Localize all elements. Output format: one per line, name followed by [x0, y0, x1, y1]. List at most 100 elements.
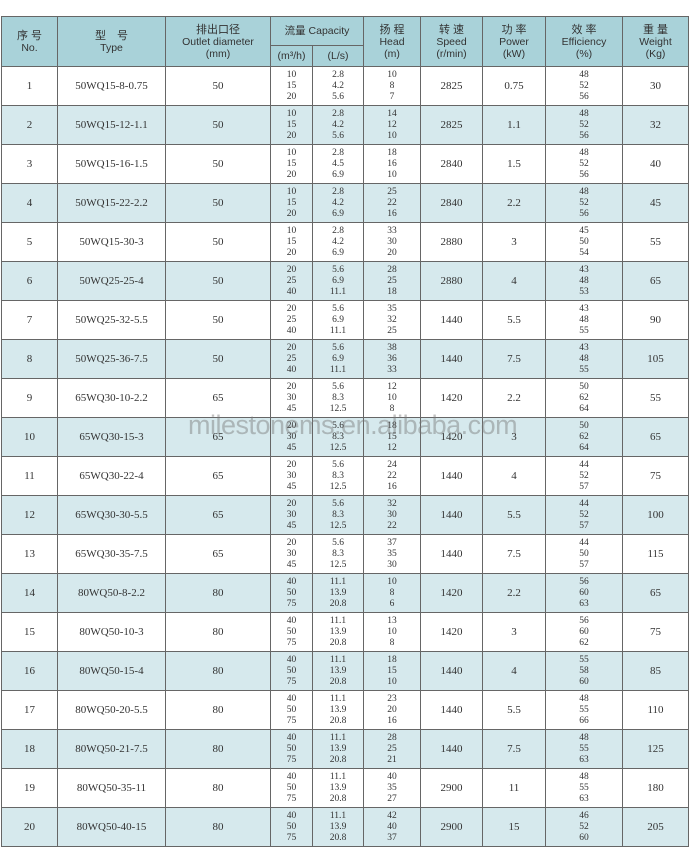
cell-efficiency-value: 52: [579, 119, 589, 130]
cell-flow-m3h-value: 25: [286, 275, 297, 286]
cell-efficiency: 44 52 57: [545, 456, 623, 496]
cell-flow-m3h-value: 40: [286, 654, 297, 665]
cell-flow-m3h-value: 50: [286, 821, 297, 832]
cell-efficiency-value: 53: [579, 286, 589, 297]
table-row: 14 80WQ50-8-2.2 80 40 50 75 11.1 13.9 20.8 10 8 6 14…: [1, 573, 689, 613]
cell-power: 5.5: [482, 690, 546, 730]
cell-efficiency-value: 43: [579, 264, 589, 275]
cell-flow-ls-value: 5.6: [332, 498, 344, 509]
cell-type: 50WQ15-8-0.75: [57, 66, 166, 106]
cell-flow-ls-value: 11.1: [329, 771, 347, 782]
cell-flow-ls-value: 11.1: [329, 732, 347, 743]
cell-type: 65WQ30-30-5.5: [57, 495, 166, 535]
table-row: 4 50WQ15-22-2.2 50 10 15 20 2.8 4.2 6.9 25 22 16 284…: [1, 183, 689, 223]
cell-head-value: 32: [387, 498, 397, 509]
cell-speed: 2840: [420, 144, 483, 184]
cell-flow-m3h-value: 45: [286, 403, 297, 414]
cell-no: 20: [1, 807, 58, 847]
cell-efficiency: 50 62 64: [545, 417, 623, 457]
cell-head-value: 20: [387, 704, 397, 715]
cell-power: 1.1: [482, 105, 546, 145]
cell-power: 2.2: [482, 378, 546, 418]
cell-no: 18: [1, 729, 58, 769]
cell-flow-m3h: 40 50 75: [270, 651, 313, 691]
cell-no: 13: [1, 534, 58, 574]
cell-flow-m3h-value: 75: [286, 598, 297, 609]
cell-flow-m3h-value: 40: [286, 693, 297, 704]
cell-efficiency-value: 48: [579, 771, 589, 782]
cell-efficiency: 44 52 57: [545, 495, 623, 535]
cell-flow-m3h-value: 75: [286, 793, 297, 804]
cell-speed: 1440: [420, 495, 483, 535]
cell-flow-ls: 5.6 6.9 11.1: [312, 261, 364, 301]
cell-outlet: 50: [165, 339, 271, 379]
cell-flow-m3h-value: 20: [286, 303, 297, 314]
cell-head: 38 36 33: [363, 339, 421, 379]
cell-no: 19: [1, 768, 58, 808]
cell-flow-m3h-value: 40: [286, 732, 297, 743]
cell-efficiency-value: 55: [579, 743, 589, 754]
cell-head: 10 8 6: [363, 573, 421, 613]
cell-efficiency-value: 63: [579, 793, 589, 804]
cell-efficiency: 55 58 60: [545, 651, 623, 691]
table-row: 18 80WQ50-21-7.5 80 40 50 75 11.1 13.9 20.8 28 25 2…: [1, 729, 689, 769]
cell-head: 42 40 37: [363, 807, 421, 847]
cell-speed: 2900: [420, 768, 483, 808]
cell-flow-ls-value: 8.3: [332, 509, 344, 520]
cell-efficiency-value: 58: [579, 665, 589, 676]
cell-weight: 40: [622, 144, 689, 184]
cell-head-value: 28: [387, 264, 397, 275]
cell-flow-m3h-value: 40: [286, 576, 297, 587]
cell-efficiency-value: 60: [579, 676, 589, 687]
cell-flow-m3h-value: 25: [286, 314, 297, 325]
table-row: 13 65WQ30-35-7.5 65 20 30 45 5.6 8.3 12.5 37 35 30 1…: [1, 534, 689, 574]
cell-efficiency-value: 60: [579, 832, 589, 843]
cell-flow-ls: 5.6 8.3 12.5: [312, 378, 364, 418]
cell-flow-ls-value: 12.5: [329, 481, 347, 492]
cell-head-value: 10: [387, 676, 397, 687]
header-speed: 转 速 Speed (r/min): [420, 16, 483, 67]
header-outlet: 排出口径 Outlet diameter (mm): [165, 16, 271, 67]
cell-head-value: 12: [387, 119, 397, 130]
cell-no: 16: [1, 651, 58, 691]
cell-head-value: 30: [387, 509, 397, 520]
cell-head-value: 20: [387, 247, 397, 258]
cell-flow-m3h-value: 20: [286, 537, 297, 548]
cell-flow-m3h-value: 10: [286, 69, 297, 80]
table-row: 9 65WQ30-10-2.2 65 20 30 45 5.6 8.3 12.5 12 10 8 142…: [1, 378, 689, 418]
cell-head-value: 37: [387, 537, 397, 548]
cell-head: 12 10 8: [363, 378, 421, 418]
cell-flow-m3h: 40 50 75: [270, 768, 313, 808]
cell-outlet: 50: [165, 261, 271, 301]
cell-efficiency-value: 52: [579, 509, 589, 520]
table-row: 5 50WQ15-30-3 50 10 15 20 2.8 4.2 6.9 33 30 20 2880 3…: [1, 222, 689, 262]
cell-type: 50WQ15-16-1.5: [57, 144, 166, 184]
cell-flow-m3h-value: 50: [286, 626, 297, 637]
cell-flow-m3h: 40 50 75: [270, 729, 313, 769]
cell-efficiency-value: 56: [579, 208, 589, 219]
cell-efficiency-value: 66: [579, 715, 589, 726]
cell-speed: 1440: [420, 339, 483, 379]
cell-flow-m3h-value: 75: [286, 832, 297, 843]
cell-efficiency-value: 56: [579, 91, 589, 102]
cell-head-value: 16: [387, 481, 397, 492]
cell-head-value: 15: [387, 665, 397, 676]
cell-efficiency-value: 48: [579, 147, 589, 158]
cell-flow-ls: 5.6 8.3 12.5: [312, 417, 364, 457]
cell-no: 1: [1, 66, 58, 106]
cell-flow-m3h-value: 10: [286, 108, 297, 119]
cell-flow-m3h: 20 30 45: [270, 495, 313, 535]
table-row: 3 50WQ15-16-1.5 50 10 15 20 2.8 4.5 6.9 18 16 10 284…: [1, 144, 689, 184]
cell-efficiency: 48 55 63: [545, 768, 623, 808]
cell-efficiency-value: 62: [579, 431, 589, 442]
cell-flow-m3h: 20 25 40: [270, 339, 313, 379]
cell-outlet: 65: [165, 417, 271, 457]
cell-efficiency-value: 52: [579, 821, 589, 832]
cell-flow-m3h: 10 15 20: [270, 183, 313, 223]
cell-outlet: 50: [165, 300, 271, 340]
cell-efficiency-value: 44: [579, 498, 589, 509]
cell-flow-m3h-value: 30: [286, 392, 297, 403]
cell-outlet: 80: [165, 651, 271, 691]
cell-type: 80WQ50-10-3: [57, 612, 166, 652]
cell-outlet: 65: [165, 456, 271, 496]
